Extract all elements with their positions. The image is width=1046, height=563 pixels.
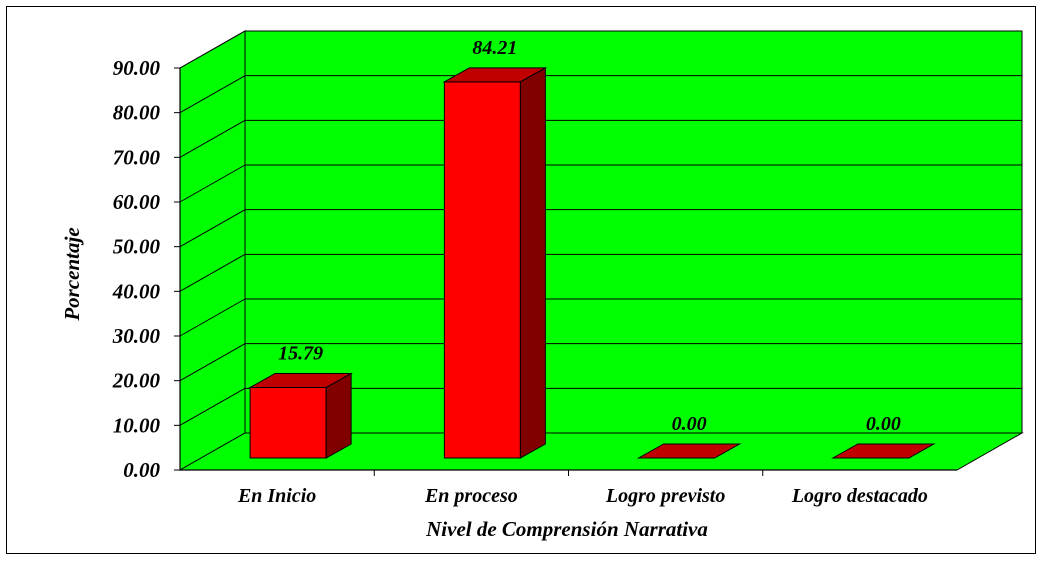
gridline-side [179, 119, 246, 158]
y-tick-label: 40.00 [112, 279, 161, 303]
gridline-side [179, 343, 246, 382]
gridline-side [179, 298, 246, 337]
gridlines [179, 30, 1022, 426]
data-label: 84.21 [472, 37, 517, 59]
bar-top [248, 372, 354, 388]
y-axis-title: Porcentaje [60, 227, 84, 321]
bar-top [442, 67, 548, 83]
y-tick-label: 30.00 [112, 324, 161, 348]
bar-side [325, 372, 352, 459]
y-tick-label: 10.00 [113, 413, 161, 437]
gridline-side [179, 387, 246, 426]
y-tick-label: 0.00 [123, 458, 160, 482]
x-axis-title: Nivel de Comprensión Narrativa [425, 517, 708, 541]
y-tick-label: 90.00 [113, 56, 161, 80]
y-tick-label: 70.00 [113, 145, 161, 169]
bar-top [636, 443, 742, 459]
bar-top [830, 443, 936, 459]
x-category-label: Logro previsto [605, 485, 725, 507]
side-wall [179, 30, 246, 471]
gridline-side [179, 164, 246, 203]
x-category-label: Logro destacado [791, 485, 928, 507]
bar-front [249, 386, 327, 459]
y-tick-label: 80.00 [113, 101, 161, 125]
x-category-label: En proceso [424, 485, 518, 507]
gridline-side [179, 253, 246, 292]
chart-walls [178, 30, 1024, 471]
data-label: 15.79 [278, 342, 323, 364]
y-tick-label: 50.00 [113, 235, 161, 259]
x-category-label: En Inicio [237, 485, 316, 507]
gridline-side [179, 30, 246, 69]
gridline-side [179, 75, 246, 114]
axes [174, 67, 957, 476]
bars [248, 67, 936, 459]
y-tick-label: 20.00 [112, 369, 161, 393]
bar-front [443, 81, 521, 459]
data-labels: 15.79 84.21 0.00 0.00 [278, 37, 901, 435]
y-tick-labels: 0.00 10.00 20.00 30.00 40.00 50.00 60.00 70.00 8… [112, 56, 161, 482]
y-tick-label: 60.00 [113, 190, 161, 214]
bar-side [519, 67, 546, 459]
gridline-side [179, 209, 246, 248]
back-wall [244, 30, 1023, 434]
data-label: 0.00 [672, 413, 707, 435]
data-label: 0.00 [866, 413, 901, 435]
x-category-labels: En Inicio En proceso Logro previsto Logro d… [237, 485, 928, 507]
